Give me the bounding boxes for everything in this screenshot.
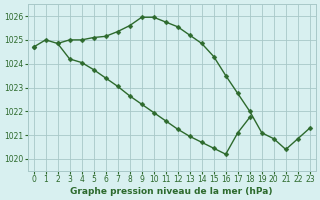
- X-axis label: Graphe pression niveau de la mer (hPa): Graphe pression niveau de la mer (hPa): [70, 187, 273, 196]
